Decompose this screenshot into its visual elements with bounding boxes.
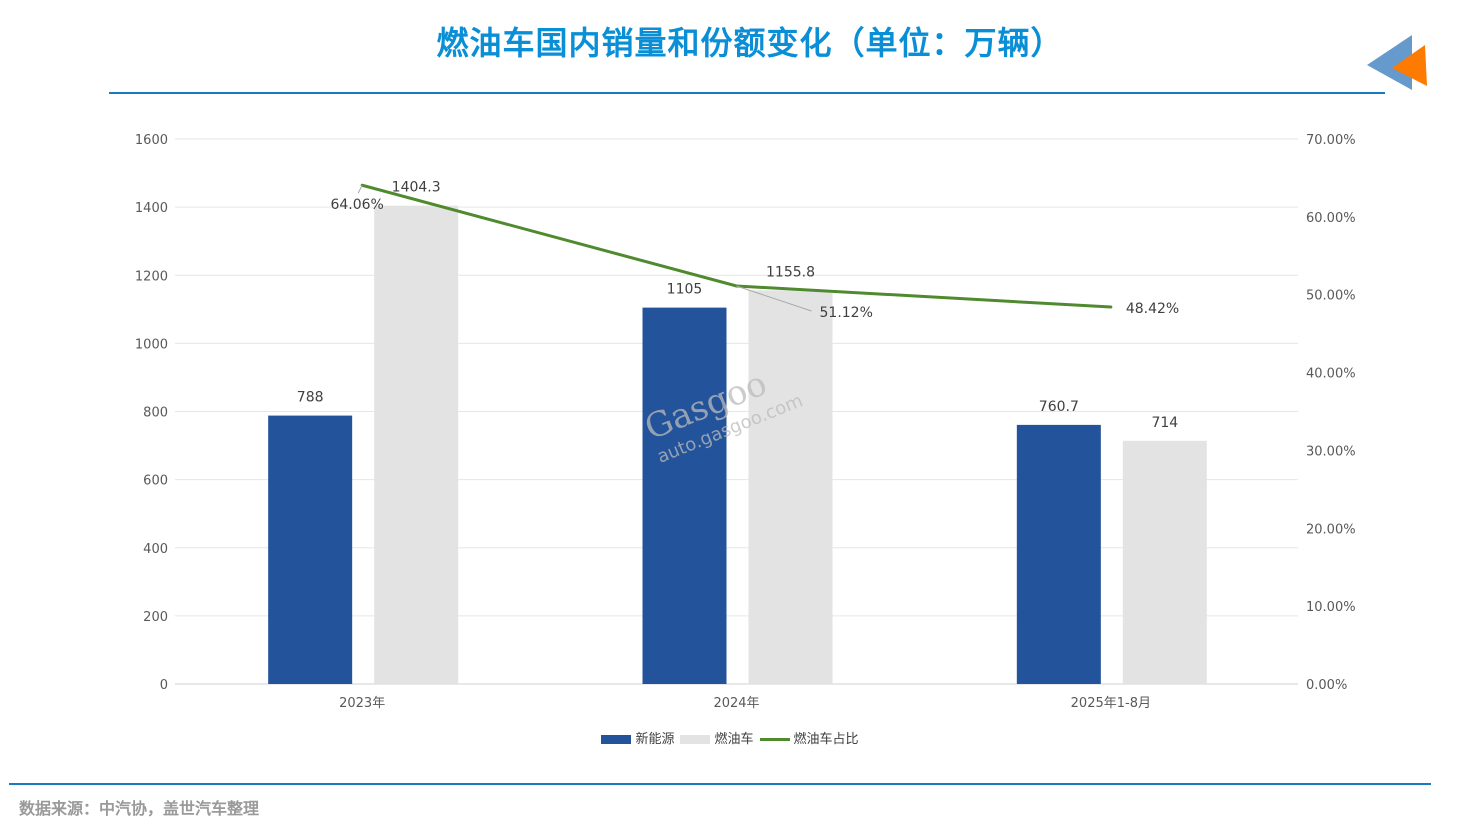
source-note: 数据来源：中汽协，盖世汽车整理 xyxy=(19,799,260,818)
y-tick-label: 400 xyxy=(143,542,168,557)
y-tick-label: 0 xyxy=(160,678,168,693)
y2-tick-label: 60.00% xyxy=(1306,211,1356,226)
bar-nev xyxy=(1016,424,1101,684)
bar-data-label: 714 xyxy=(1151,415,1178,431)
y-tick-label: 1600 xyxy=(135,133,168,148)
bar-data-label: 1105 xyxy=(667,282,703,298)
legend-item-ice: 燃油车 xyxy=(680,728,754,747)
share-line xyxy=(361,183,1111,309)
bar-nev xyxy=(642,307,727,684)
bar-ice xyxy=(374,205,459,684)
legend: 新能源 燃油车 燃油车占比 xyxy=(0,728,1460,747)
y2-tick-label: 50.00% xyxy=(1306,289,1356,304)
x-tick-label: 2024年 xyxy=(713,696,759,711)
leader-line xyxy=(736,285,812,312)
bar-data-label: 1155.8 xyxy=(766,264,815,280)
x-tick-label: 2025年1-8月 xyxy=(1071,696,1151,711)
bar-data-label: 760.7 xyxy=(1039,399,1079,415)
y-tick-label: 600 xyxy=(143,474,168,489)
footer-divider xyxy=(9,783,1431,785)
line-data-label: 64.06% xyxy=(330,197,383,213)
line-data-label: 51.12% xyxy=(820,305,873,321)
bar-data-label: 1404.3 xyxy=(392,180,441,196)
y-tick-label: 200 xyxy=(143,610,168,625)
share-point xyxy=(1109,305,1113,309)
bar-nev xyxy=(268,415,353,684)
bar-ice xyxy=(748,290,833,684)
y-tick-label: 1200 xyxy=(135,269,168,284)
y2-tick-label: 30.00% xyxy=(1306,444,1356,459)
legend-item-share: 燃油车占比 xyxy=(759,728,859,747)
title-divider xyxy=(109,92,1385,94)
x-tick-label: 2023年 xyxy=(339,696,385,711)
legend-item-nev: 新能源 xyxy=(601,728,674,747)
page-title: 燃油车国内销量和份额变化（单位：万辆） xyxy=(436,24,1064,62)
bar-data-label: 788 xyxy=(297,390,324,406)
y-tick-label: 1400 xyxy=(135,201,168,216)
y2-tick-label: 40.00% xyxy=(1306,367,1356,382)
y2-tick-label: 10.00% xyxy=(1306,600,1356,615)
line-data-label: 48.42% xyxy=(1126,301,1179,317)
y-tick-label: 800 xyxy=(143,406,168,421)
y2-tick-label: 20.00% xyxy=(1306,522,1356,537)
leader-line xyxy=(357,185,363,194)
chart: 0 200 400 600 800 1000 1200 1400 1600 0.00% 10.00%… xyxy=(135,133,1356,711)
y2-tick-label: 0.00% xyxy=(1306,678,1347,693)
bar-ice xyxy=(1122,440,1207,684)
y2-tick-label: 70.00% xyxy=(1306,133,1356,148)
y-tick-label: 1000 xyxy=(135,337,168,352)
